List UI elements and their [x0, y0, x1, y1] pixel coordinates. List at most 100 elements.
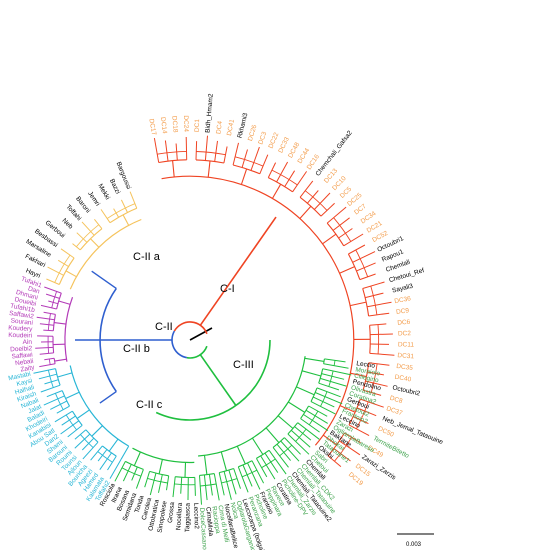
leaf-label-c1: DC31: [397, 352, 414, 360]
leaf-label-c2b: Koudeiri: [8, 332, 32, 340]
leaf-branch: [90, 445, 103, 461]
leaf-branch: [45, 293, 60, 299]
leaf-branch: [35, 346, 54, 349]
leaf-branch: [39, 363, 56, 368]
leaf-label-c1: DC18: [170, 116, 178, 133]
subclade-arc: [271, 169, 298, 186]
subclade-branch: [158, 459, 163, 475]
clade-label-c2a: C-II a: [133, 251, 161, 263]
clade-label-c1: C-I: [220, 283, 235, 295]
subclade-branch: [57, 372, 73, 378]
leaf-branch: [356, 262, 376, 272]
leaf-branch: [60, 420, 80, 435]
leaf-branch: [223, 146, 228, 164]
c1-stem: [199, 216, 277, 326]
subclade-arc: [333, 360, 336, 366]
leaf-branch: [33, 368, 56, 374]
leaf-branch: [292, 171, 308, 193]
leaf-branch: [218, 472, 225, 496]
subclade-branch: [184, 462, 187, 478]
subclade-branch: [350, 372, 367, 378]
clade-label-c3: C-III: [233, 359, 254, 371]
subclade-branch: [54, 322, 67, 325]
subclade-arc: [47, 370, 54, 388]
leaf-label-c2b: Zaity: [20, 364, 36, 373]
leaf-branch: [368, 312, 390, 317]
subclade-branch: [271, 183, 282, 199]
leaf-label-c1: DC36: [394, 295, 412, 305]
leaf-label-c2b: Doueibi: [14, 296, 37, 308]
subclade-branch: [349, 301, 367, 307]
leaf-label-c1: DC41: [226, 118, 236, 136]
leaf-label-c1: DC4: [215, 120, 224, 134]
clade-label-c2c: C-II c: [136, 399, 163, 411]
leaf-branch: [276, 161, 289, 183]
clade-arc: [161, 175, 355, 446]
leaf-label-c2b: Saffawi: [11, 352, 33, 361]
leaf-branch: [203, 474, 208, 501]
leaf-branch: [241, 149, 248, 168]
leaf-branch: [172, 476, 176, 498]
leaf-branch: [107, 455, 117, 471]
subclade-arc: [51, 291, 58, 309]
leaf-label-c1: DC40: [394, 374, 412, 384]
leaf-branch: [320, 377, 347, 387]
leaf-label-c1: Sayali3: [391, 283, 414, 295]
subclade-arc: [47, 336, 50, 354]
subclade-arc: [356, 401, 369, 430]
leaf-branch: [268, 450, 287, 475]
leaf-branch: [333, 448, 351, 462]
leaf-branch: [318, 382, 340, 391]
leaf-branch: [43, 395, 65, 406]
leaf-label-c2a: Bazzi: [108, 178, 121, 195]
subclade-arc: [347, 253, 361, 280]
leaf-branch: [297, 422, 320, 440]
subclade-arc: [308, 410, 319, 426]
subclade-branch: [322, 434, 338, 446]
leaf-label-c1: DC26: [247, 124, 259, 142]
leaf-branch: [81, 221, 95, 236]
subclade-branch: [339, 266, 355, 274]
subclade-branch: [220, 451, 228, 471]
leaf-branch: [322, 368, 352, 376]
leaf-label-c3: Nolca: [229, 502, 240, 520]
leaf-branch: [199, 475, 202, 505]
leaf-branch: [158, 474, 163, 493]
leaf-branch: [362, 281, 385, 289]
leaf-branch: [360, 398, 384, 408]
subclade-arc: [333, 217, 352, 242]
leaf-branch: [339, 440, 361, 456]
subclade-branch: [207, 160, 211, 178]
subclade-arc: [80, 434, 94, 448]
leaf-branch: [50, 400, 68, 410]
leaf-branch: [368, 362, 390, 366]
leaf-branch: [367, 301, 392, 308]
leaf-branch: [120, 199, 128, 213]
leaf-branch: [82, 441, 99, 460]
subclade-arc: [147, 477, 168, 484]
leaf-label-c1: DC11: [398, 341, 415, 348]
subclade-branch: [65, 391, 80, 399]
leaf-label-c2c: Mastabi: [8, 371, 32, 383]
leaf-branch: [313, 192, 331, 210]
leaf-branch: [365, 380, 388, 387]
root-branch: [189, 327, 213, 341]
leaf-label-c1: DC14: [159, 117, 168, 135]
leaf-branch: [315, 392, 343, 405]
leaf-branch: [214, 140, 218, 162]
leaf-branch: [247, 462, 261, 490]
subclade-branch: [236, 445, 246, 465]
leaf-branch: [60, 248, 75, 259]
subclade-branch: [304, 357, 325, 362]
leaf-label-c3: DolceCassano: [198, 507, 208, 550]
leaf-label-c1: DC24: [182, 115, 189, 132]
leaf-branch: [67, 425, 83, 438]
leaf-branch: [94, 218, 103, 230]
leaf-label-c3-inner: Taggiasca: [184, 503, 191, 533]
leaf-label-c2b: Nebali: [15, 358, 34, 367]
leaf-branch: [57, 259, 69, 267]
leaf-label-c3-inner: Grossa: [167, 501, 176, 523]
leaf-branch: [109, 458, 122, 479]
leaf-label-c2b: Ain: [23, 339, 33, 346]
leaf-branch: [260, 455, 276, 480]
